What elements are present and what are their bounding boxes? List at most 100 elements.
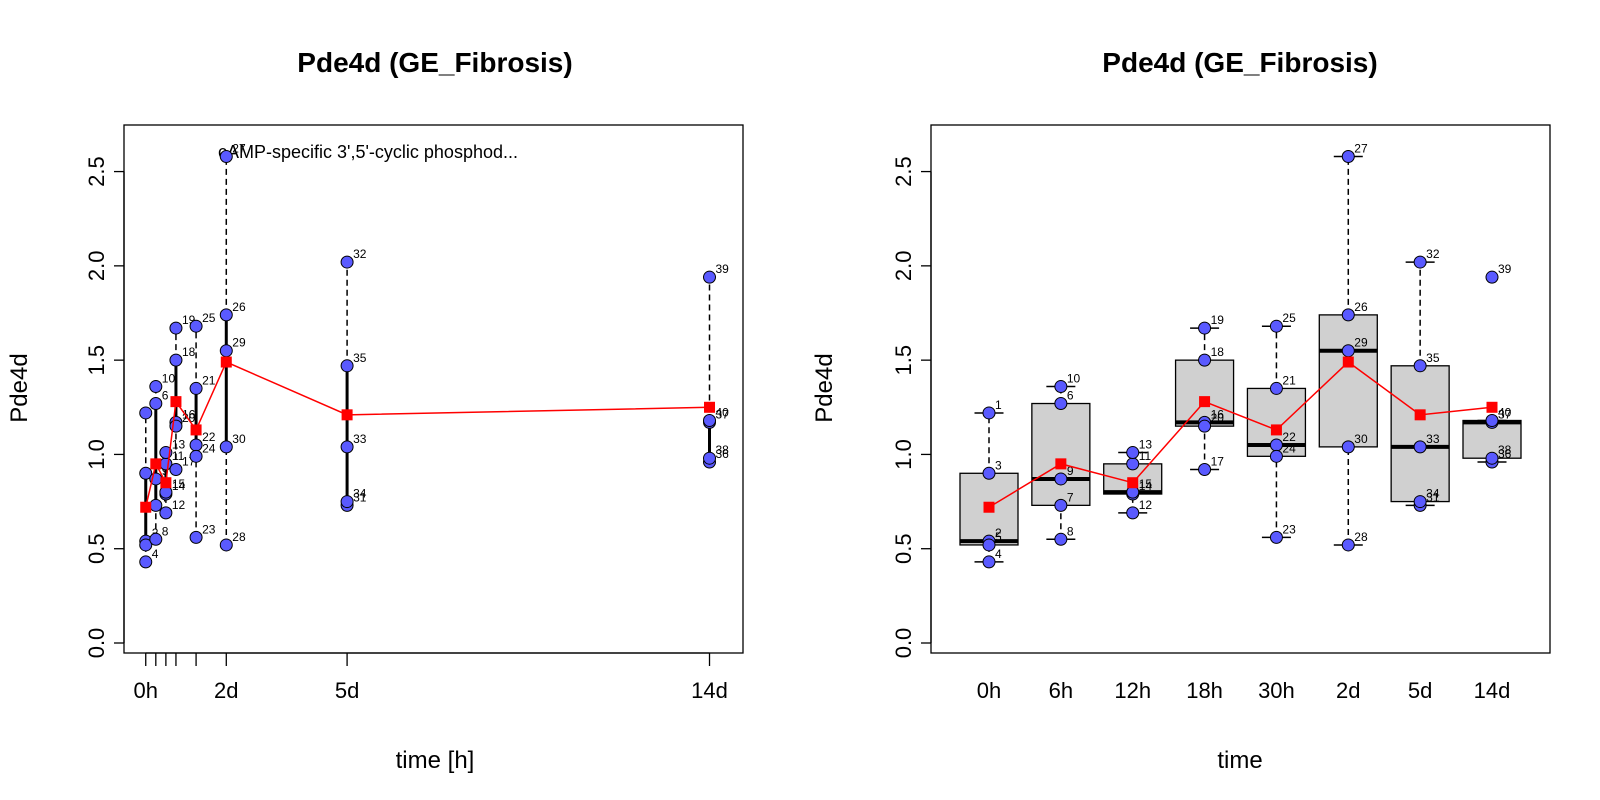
left-mean-marker [140,501,152,513]
right-point-label: 18 [1211,345,1225,359]
left-scatter-panel: Pde4d (GE_Fibrosis) cAMP-specific 3',5'-… [6,47,744,774]
right-point-label: 12 [1139,498,1153,512]
right-mean-marker [1199,396,1211,408]
right-point-label: 33 [1426,432,1440,446]
right-data-point [982,555,996,569]
left-point-label: 6 [162,389,169,403]
right-point-label: 14 [1139,479,1153,493]
right-x-tick-label: 0h [977,678,1001,703]
right-data-point [1054,498,1068,512]
right-data-point [1126,457,1140,471]
right-data-point [1485,451,1499,465]
right-data-point [1198,463,1212,477]
right-point-label: 1 [995,398,1002,412]
right-mean-marker [1414,409,1426,421]
right-point-label: 13 [1139,438,1153,452]
right-mean-marker [1055,458,1067,470]
left-x-tick-label: 0h [134,678,158,703]
right-data-point [1054,397,1068,411]
right-point-label: 15 [1139,477,1153,491]
right-x-tick-label: 6h [1049,678,1073,703]
left-data-point [169,353,183,367]
right-point-label: 4 [995,547,1002,561]
right-point-label: 10 [1067,372,1081,386]
right-data-point [1413,255,1427,269]
right-point-label: 19 [1211,313,1225,327]
right-data-point [1126,446,1140,460]
left-point-label: 39 [716,262,730,276]
right-point-label: 31 [1426,490,1440,504]
left-data-point [189,530,203,544]
right-point-label: 26 [1354,300,1368,314]
right-point-label: 16 [1211,407,1225,421]
right-mean-marker [983,501,995,513]
left-data-point [219,149,233,163]
left-x-tick-label: 2d [214,678,238,703]
left-point-label: 21 [202,373,216,387]
right-data-point [982,538,996,552]
left-data-point [149,397,163,411]
left-point-label: 35 [353,351,367,365]
right-box [1390,365,1450,503]
right-y-tick-label: 1.0 [891,439,916,470]
left-point-label: 40 [716,405,730,419]
left-data-point [139,406,153,420]
right-point-label: 5 [995,530,1002,544]
right-chart-title: Pde4d (GE_Fibrosis) [1102,47,1377,78]
right-mean-marker [1342,356,1354,368]
right-x-tick-label: 2d [1336,678,1360,703]
left-point-label: 31 [353,490,367,504]
right-x-tick-label: 12h [1114,678,1151,703]
right-data-point [982,406,996,420]
right-point-label: 28 [1354,530,1368,544]
right-point-label: 27 [1354,141,1368,155]
right-point-label: 17 [1211,455,1225,469]
right-point-label: 11 [1139,449,1152,463]
right-point-label: 22 [1282,430,1296,444]
left-point-label: 38 [716,443,730,457]
left-data-point [189,381,203,395]
right-y-tick-label: 2.0 [891,251,916,282]
left-point-label: 12 [172,498,186,512]
right-point-label: 39 [1498,262,1512,276]
left-data-point [149,532,163,546]
right-data-point [1198,321,1212,335]
left-data-point [219,440,233,454]
left-point-label: 13 [172,438,186,452]
right-y-tick-label: 2.5 [891,156,916,187]
left-data-point [139,555,153,569]
right-point-label: 2 [995,526,1002,540]
left-y-tick-label: 2.5 [84,156,109,187]
right-data-point [1341,308,1355,322]
right-data-point [1269,319,1283,333]
right-box [1031,402,1091,506]
right-plot-frame [930,124,1551,654]
left-point-label: 33 [353,432,367,446]
right-data-point [1341,538,1355,552]
left-point-label: 29 [232,336,246,350]
right-data-point [1054,380,1068,394]
left-mean-line [145,361,710,508]
right-point-label: 40 [1498,405,1512,419]
left-point-label: 11 [172,449,185,463]
right-point-label: 29 [1354,336,1368,350]
right-point-label: 24 [1282,441,1296,455]
right-point-label: 25 [1282,311,1296,325]
right-point-label: 38 [1498,443,1512,457]
right-point-label: 3 [995,458,1002,472]
right-data-point [1485,270,1499,284]
right-point-label: 23 [1282,522,1296,536]
left-data-point [340,495,354,509]
right-point-label: 20 [1211,411,1225,425]
right-boxplot-panel: Pde4d (GE_Fibrosis) time Pde4d 0.0 0.5 1.0… [811,47,1551,774]
right-y-axis-label: Pde4d [811,353,838,422]
right-point-label: 8 [1067,524,1074,538]
right-y-tick-label: 1.5 [891,345,916,376]
right-data-point [1413,359,1427,373]
left-data-point [139,538,153,552]
right-point-label: 34 [1426,487,1440,501]
left-point-label: 15 [172,477,186,491]
left-mean-marker [341,409,353,421]
right-point-label: 37 [1498,407,1512,421]
right-point-label: 9 [1067,464,1074,478]
